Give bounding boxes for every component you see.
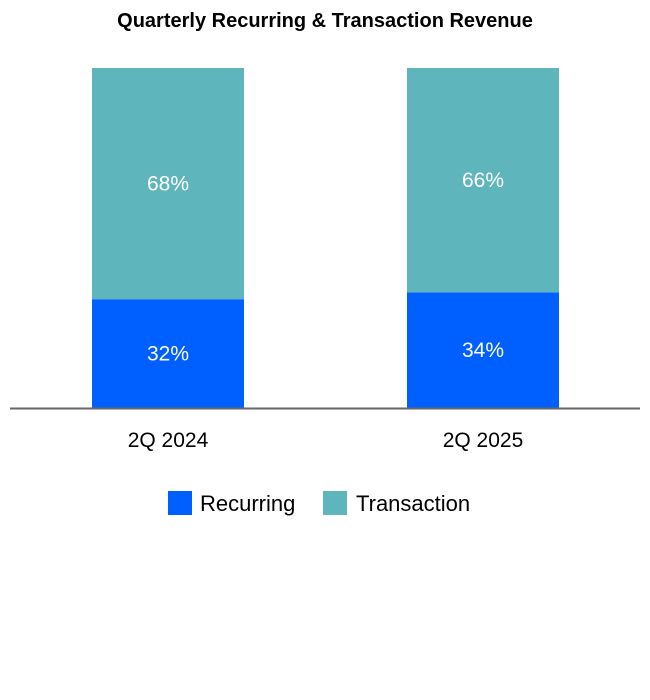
data-label: 68%	[147, 173, 189, 196]
legend-swatch-transaction	[323, 491, 347, 515]
bar-transaction-1	[407, 68, 559, 293]
data-label: 66%	[462, 169, 504, 192]
legend-label-transaction: Transaction	[356, 491, 470, 516]
x-tick-label: 2Q 2024	[128, 429, 209, 452]
bar-recurring-0	[92, 299, 244, 408]
x-tick-label: 2Q 2025	[443, 429, 524, 452]
bar-recurring-1	[407, 292, 559, 408]
data-label: 34%	[462, 339, 504, 362]
data-label: 32%	[147, 343, 189, 366]
chart-title: Quarterly Recurring & Transaction Revenu…	[117, 10, 533, 32]
bar-transaction-0	[92, 68, 244, 300]
legend-label-recurring: Recurring	[200, 491, 295, 516]
legend-swatch-recurring	[168, 491, 192, 515]
